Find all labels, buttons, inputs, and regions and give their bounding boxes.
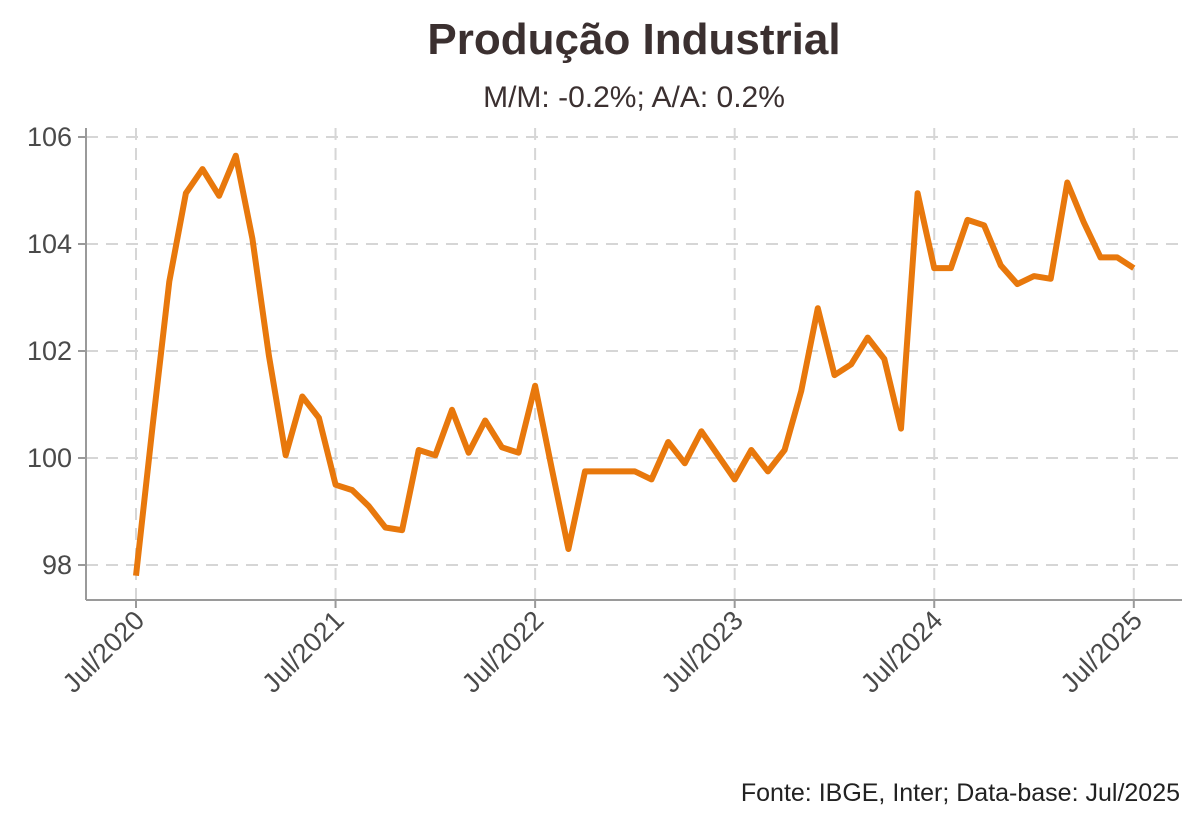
chart-title: Produção Industrial <box>427 15 840 64</box>
y-tick-label-102: 102 <box>27 336 72 366</box>
x-tick-label-24: Jul/2022 <box>456 605 549 698</box>
x-tick-label-60: Jul/2025 <box>1055 605 1148 698</box>
y-tick-labels: 98 100 102 104 106 <box>27 122 72 580</box>
chart-subtitle: M/M: -0.2%; A/A: 0.2% <box>483 81 785 114</box>
series-layer <box>133 152 1136 577</box>
y-tick-label-98: 98 <box>42 550 72 580</box>
series-line-0 <box>133 152 1136 577</box>
source-caption: Fonte: IBGE, Inter; Data-base: Jul/2025 <box>741 779 1180 807</box>
y-tick-label-106: 106 <box>27 122 72 152</box>
x-tick-label-48: Jul/2024 <box>855 605 948 698</box>
x-tick-labels: Jul/2020 Jul/2021 Jul/2022 Jul/2023 Jul/2024… <box>57 605 1148 698</box>
y-tick-label-104: 104 <box>27 229 72 259</box>
axes <box>78 128 1182 608</box>
x-tick-label-12: Jul/2021 <box>256 605 349 698</box>
grid <box>86 128 1182 600</box>
x-tick-label-0: Jul/2020 <box>57 605 150 698</box>
y-tick-label-100: 100 <box>27 443 72 473</box>
x-tick-label-36: Jul/2023 <box>656 605 749 698</box>
